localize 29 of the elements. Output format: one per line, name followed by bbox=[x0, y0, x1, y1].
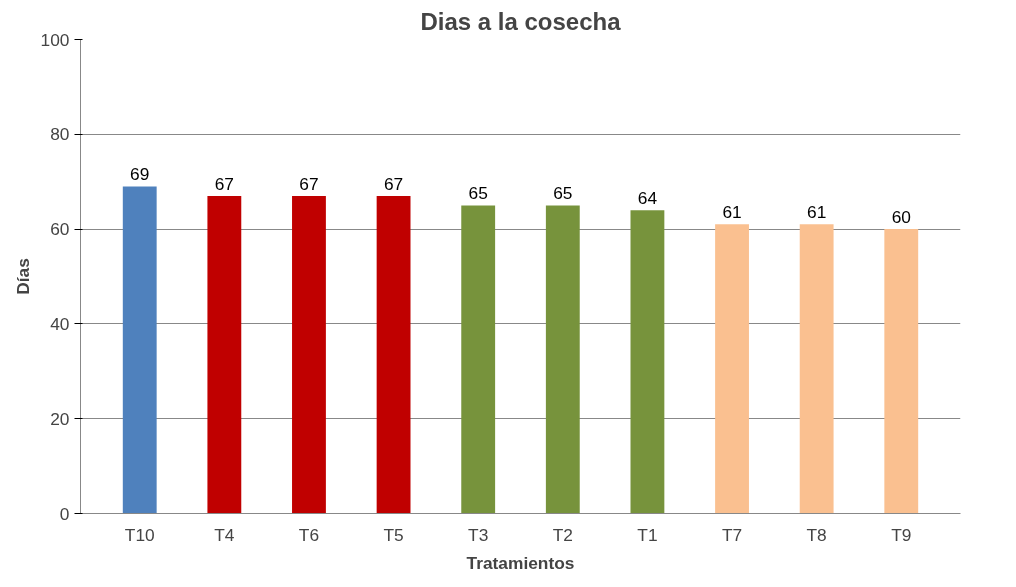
data-label: 65 bbox=[468, 183, 488, 204]
data-label: 64 bbox=[637, 188, 658, 209]
chart-title: Dias a la cosecha bbox=[420, 7, 622, 35]
x-tick-label: T1 bbox=[637, 524, 658, 545]
y-tick-label: 0 bbox=[59, 503, 70, 524]
y-tick-label: 100 bbox=[40, 29, 70, 50]
x-tick-label: T3 bbox=[468, 524, 489, 545]
y-tick-label: 80 bbox=[50, 124, 70, 145]
y-tick-label: 60 bbox=[50, 219, 70, 240]
x-tick-label: T8 bbox=[806, 524, 827, 545]
y-tick-label: 20 bbox=[50, 408, 70, 429]
data-label: 67 bbox=[214, 173, 234, 194]
data-label: 61 bbox=[807, 202, 827, 223]
x-tick-label: T2 bbox=[552, 524, 573, 545]
x-tick-label: T4 bbox=[214, 524, 235, 545]
data-label: 69 bbox=[130, 164, 150, 185]
y-axis-title: Días bbox=[12, 258, 33, 295]
data-label: 67 bbox=[299, 173, 319, 194]
data-label: 65 bbox=[553, 183, 573, 204]
y-tick-label: 40 bbox=[50, 313, 70, 334]
x-tick-label: T5 bbox=[383, 524, 404, 545]
data-label: 61 bbox=[722, 202, 742, 223]
x-tick-label: T6 bbox=[298, 524, 320, 545]
x-axis-title: Tratamientos bbox=[466, 552, 575, 573]
x-tick-label: T10 bbox=[124, 524, 155, 545]
x-tick-label: T9 bbox=[891, 524, 912, 545]
data-label: 60 bbox=[891, 207, 911, 228]
data-label: 67 bbox=[383, 173, 404, 194]
x-tick-label: T7 bbox=[721, 524, 743, 545]
